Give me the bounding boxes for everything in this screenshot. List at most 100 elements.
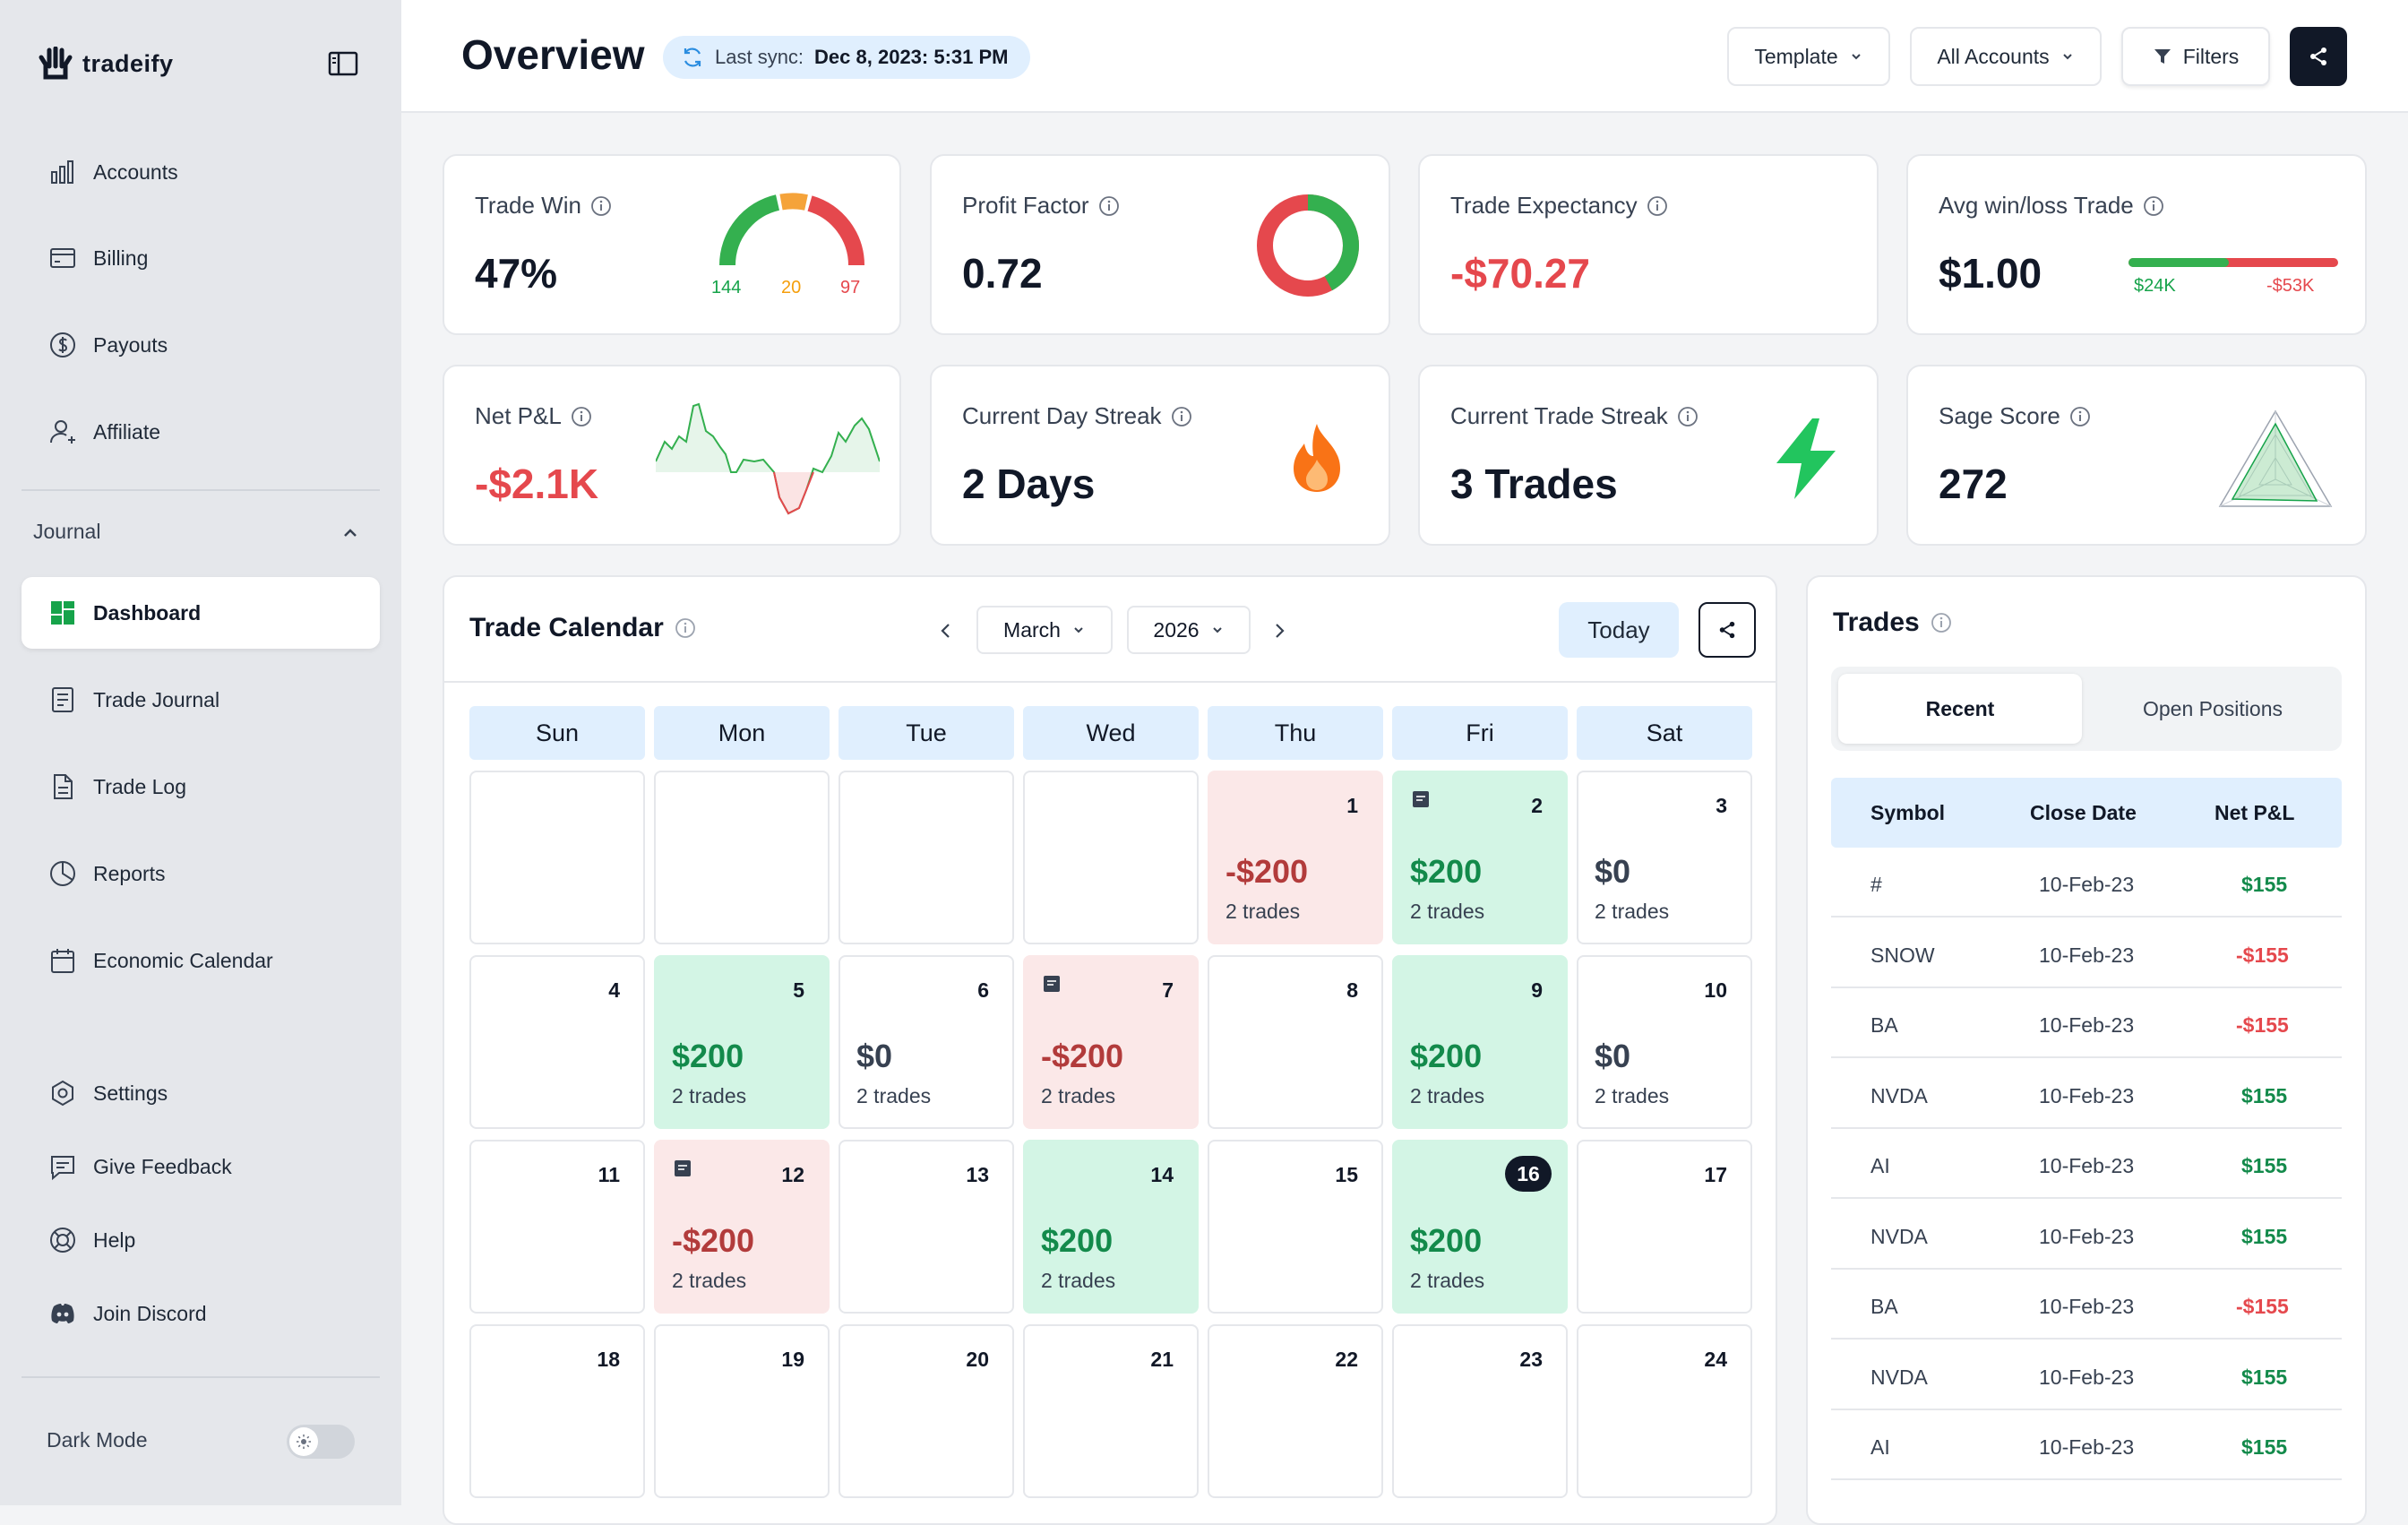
sidebar-item-help[interactable]: Help <box>22 1204 380 1276</box>
info-icon[interactable] <box>1171 406 1192 427</box>
table-row[interactable]: NVDA 10-Feb-23 $155 <box>1831 1200 2342 1270</box>
sidebar-item-affiliate[interactable]: Affiliate <box>22 396 380 468</box>
dollar-circle-icon <box>50 332 75 358</box>
calendar-day[interactable]: 20 <box>838 1324 1014 1498</box>
day-number: 23 <box>1519 1348 1543 1371</box>
info-icon[interactable] <box>1931 612 1952 633</box>
calendar-day[interactable]: 7 -$200 2 trades <box>1023 955 1199 1129</box>
last-sync-badge[interactable]: Last sync: Dec 8, 2023: 5:31 PM <box>663 36 1030 79</box>
sidebar-item-dashboard[interactable]: Dashboard <box>22 577 380 649</box>
calendar-day[interactable]: 8 <box>1208 955 1383 1129</box>
accounts-dropdown[interactable]: All Accounts <box>1910 27 2102 86</box>
info-icon[interactable] <box>1677 406 1698 427</box>
filters-button[interactable]: Filters <box>2121 27 2270 86</box>
chevron-right-icon[interactable] <box>1268 620 1290 642</box>
cell-net-pnl: $155 <box>2241 1224 2288 1248</box>
brand-logo[interactable]: tradeify <box>38 47 174 81</box>
sidebar-item-trade-journal[interactable]: Trade Journal <box>22 664 380 736</box>
sidebar-item-economic-calendar[interactable]: Economic Calendar <box>22 925 380 996</box>
calendar-day[interactable]: 23 <box>1392 1324 1568 1498</box>
calendar-day[interactable]: 4 <box>469 955 645 1129</box>
year-select[interactable]: 2026 <box>1127 606 1251 654</box>
day-number: 21 <box>1150 1348 1174 1371</box>
calendar-day[interactable]: 2 $200 2 trades <box>1392 771 1568 944</box>
calendar-day[interactable]: 17 <box>1577 1140 1752 1314</box>
calendar-day[interactable]: 6 $0 2 trades <box>838 955 1014 1129</box>
sidebar-item-label: Billing <box>93 246 149 270</box>
calendar-day[interactable]: 5 $200 2 trades <box>654 955 830 1129</box>
sidebar-divider <box>22 1376 380 1378</box>
kpi-label-text: Trade Win <box>475 192 581 219</box>
kpi-value: -$2.1K <box>475 461 599 507</box>
calendar-day[interactable]: 16 $200 2 trades <box>1392 1140 1568 1314</box>
calendar-day[interactable]: 18 <box>469 1324 645 1498</box>
calendar-day[interactable]: 21 <box>1023 1324 1199 1498</box>
sidebar-item-accounts[interactable]: Accounts <box>22 136 380 208</box>
calendar-day[interactable]: 11 <box>469 1140 645 1314</box>
info-icon[interactable] <box>1647 195 1668 217</box>
calendar-day[interactable]: 19 <box>654 1324 830 1498</box>
sidebar-item-give-feedback[interactable]: Give Feedback <box>22 1131 380 1202</box>
month-select[interactable]: March <box>976 606 1113 654</box>
column-header-symbol[interactable]: Symbol <box>1870 801 1946 824</box>
calendar-day[interactable]: 24 <box>1577 1324 1752 1498</box>
calendar-day[interactable]: 14 $200 2 trades <box>1023 1140 1199 1314</box>
sidebar-item-reports[interactable]: Reports <box>22 838 380 909</box>
journal-section-label[interactable]: Journal <box>33 520 101 543</box>
calendar-day[interactable]: 12 -$200 2 trades <box>654 1140 830 1314</box>
day-trade-count: 2 trades <box>1595 1084 1670 1107</box>
calendar-day[interactable]: 9 $200 2 trades <box>1392 955 1568 1129</box>
note-icon[interactable] <box>1412 790 1430 808</box>
sidebar-collapse-icon[interactable] <box>328 50 358 77</box>
sidebar-item-label: Give Feedback <box>93 1154 232 1178</box>
calendar-day[interactable]: 13 <box>838 1140 1014 1314</box>
calendar-share-button[interactable] <box>1698 602 1756 658</box>
note-icon[interactable] <box>674 1159 692 1177</box>
weekday-header: Tue <box>838 706 1014 760</box>
day-pnl: $0 <box>1595 1038 1631 1074</box>
info-icon[interactable] <box>2069 406 2091 427</box>
chevron-up-icon[interactable] <box>340 523 360 543</box>
table-row[interactable]: BA 10-Feb-23 -$155 <box>1831 1270 2342 1340</box>
day-trade-count: 2 trades <box>1595 900 1670 923</box>
calendar-day[interactable]: 1 -$200 2 trades <box>1208 771 1383 944</box>
info-icon[interactable] <box>1098 195 1120 217</box>
day-pnl: -$200 <box>1226 853 1309 890</box>
table-row[interactable]: NVDA 10-Feb-23 $155 <box>1831 1340 2342 1410</box>
calendar-day[interactable]: 3 $0 2 trades <box>1577 771 1752 944</box>
table-row[interactable]: SNOW 10-Feb-23 -$155 <box>1831 918 2342 988</box>
dark-mode-toggle[interactable] <box>287 1425 355 1459</box>
table-row[interactable]: #10-Feb-23 $155 <box>1831 848 2342 918</box>
avg-win-value: $24K <box>2134 276 2176 296</box>
info-icon[interactable] <box>675 617 696 639</box>
sidebar-item-join-discord[interactable]: Join Discord <box>22 1278 380 1349</box>
calendar-day[interactable]: 15 <box>1208 1140 1383 1314</box>
chevron-left-icon[interactable] <box>935 620 957 642</box>
trade-streak-card: Current Trade Streak 3 Trades <box>1418 365 1879 546</box>
info-icon[interactable] <box>571 406 592 427</box>
sidebar-item-payouts[interactable]: Payouts <box>22 309 380 381</box>
table-row[interactable]: NVDA 10-Feb-23 $155 <box>1831 1059 2342 1129</box>
sidebar-item-billing[interactable]: Billing <box>22 222 380 294</box>
day-number: 10 <box>1704 978 1727 1002</box>
table-row[interactable]: AI 10-Feb-23 $155 <box>1831 1129 2342 1199</box>
table-row[interactable]: AI 10-Feb-23 $155 <box>1831 1410 2342 1480</box>
kpi-label: Avg win/loss Trade <box>1939 192 2164 220</box>
column-header-net-pnl[interactable]: Net P&L <box>2214 801 2295 824</box>
template-dropdown[interactable]: Template <box>1727 27 1890 86</box>
column-header-close-date[interactable]: Close Date <box>2030 801 2137 824</box>
note-icon[interactable] <box>1043 975 1061 993</box>
sidebar-item-trade-log[interactable]: Trade Log <box>22 751 380 823</box>
info-icon[interactable] <box>590 195 612 217</box>
accounts-label: All Accounts <box>1937 44 2050 68</box>
share-button[interactable] <box>2290 27 2347 86</box>
tab-open-positions[interactable]: Open Positions <box>2143 696 2283 720</box>
today-button[interactable]: Today <box>1559 602 1679 658</box>
calendar-day[interactable]: 10 $0 2 trades <box>1577 955 1752 1129</box>
table-row[interactable]: BA 10-Feb-23 -$155 <box>1831 988 2342 1058</box>
sage-radar-chart <box>2218 409 2333 507</box>
info-icon[interactable] <box>2143 195 2164 217</box>
tab-recent[interactable]: Recent <box>1838 674 2082 744</box>
sidebar-item-settings[interactable]: Settings <box>22 1057 380 1129</box>
calendar-day[interactable]: 22 <box>1208 1324 1383 1498</box>
